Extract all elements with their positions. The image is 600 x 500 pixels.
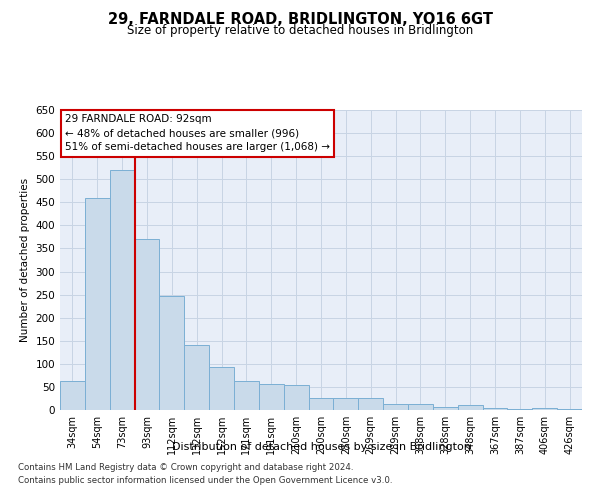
Text: Contains HM Land Registry data © Crown copyright and database right 2024.: Contains HM Land Registry data © Crown c… bbox=[18, 464, 353, 472]
Bar bbox=[358, 398, 383, 410]
Text: Contains public sector information licensed under the Open Government Licence v3: Contains public sector information licen… bbox=[18, 476, 392, 485]
Bar bbox=[284, 384, 308, 410]
Bar bbox=[334, 398, 358, 410]
Bar bbox=[60, 382, 85, 410]
Bar bbox=[308, 398, 334, 410]
Bar bbox=[383, 404, 408, 410]
Bar bbox=[433, 407, 458, 410]
Bar bbox=[557, 408, 582, 410]
Bar bbox=[259, 384, 284, 410]
Bar bbox=[458, 406, 482, 410]
Bar bbox=[482, 408, 508, 410]
Bar bbox=[134, 239, 160, 410]
Text: Distribution of detached houses by size in Bridlington: Distribution of detached houses by size … bbox=[172, 442, 470, 452]
Bar bbox=[209, 367, 234, 410]
Bar bbox=[234, 382, 259, 410]
Bar bbox=[508, 408, 532, 410]
Bar bbox=[85, 198, 110, 410]
Bar bbox=[184, 346, 209, 410]
Text: 29, FARNDALE ROAD, BRIDLINGTON, YO16 6GT: 29, FARNDALE ROAD, BRIDLINGTON, YO16 6GT bbox=[107, 12, 493, 28]
Bar bbox=[110, 170, 134, 410]
Text: Size of property relative to detached houses in Bridlington: Size of property relative to detached ho… bbox=[127, 24, 473, 37]
Bar bbox=[408, 404, 433, 410]
Bar bbox=[532, 408, 557, 410]
Text: 29 FARNDALE ROAD: 92sqm
← 48% of detached houses are smaller (996)
51% of semi-d: 29 FARNDALE ROAD: 92sqm ← 48% of detache… bbox=[65, 114, 330, 152]
Y-axis label: Number of detached properties: Number of detached properties bbox=[20, 178, 30, 342]
Bar bbox=[160, 296, 184, 410]
